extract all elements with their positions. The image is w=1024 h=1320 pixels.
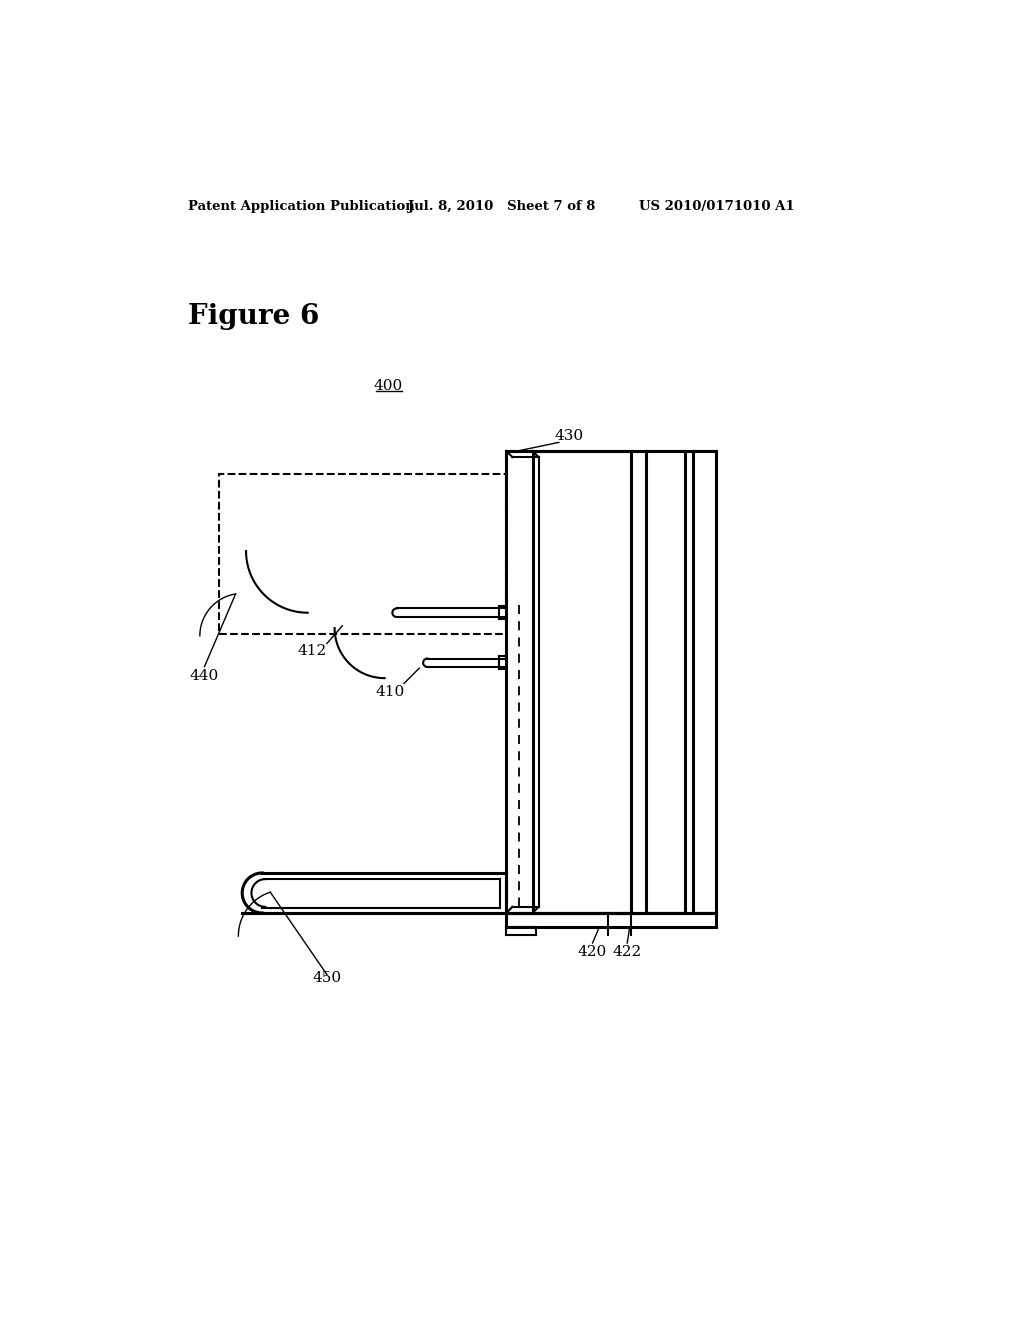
Text: 450: 450 [312,972,341,986]
Text: Jul. 8, 2010   Sheet 7 of 8: Jul. 8, 2010 Sheet 7 of 8 [408,199,595,213]
Text: 410: 410 [376,685,404,700]
Text: Figure 6: Figure 6 [188,302,319,330]
Text: US 2010/0171010 A1: US 2010/0171010 A1 [639,199,795,213]
Text: 422: 422 [612,945,642,958]
Bar [219,474,506,635]
Text: 400: 400 [374,379,403,392]
Text: 440: 440 [189,669,219,682]
Text: 430: 430 [555,429,584,442]
Text: Patent Application Publication: Patent Application Publication [188,199,415,213]
Text: 412: 412 [298,644,327,659]
Text: 420: 420 [578,945,607,958]
